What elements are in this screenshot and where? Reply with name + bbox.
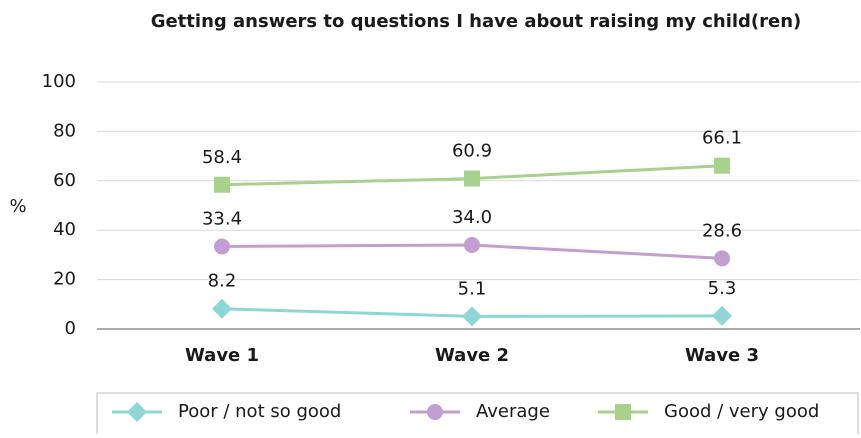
data-label: 5.3: [708, 278, 737, 299]
marker: [714, 250, 730, 267]
marker: [214, 176, 230, 193]
data-label: 5.1: [458, 278, 487, 299]
x-tick-label: Wave 1: [185, 345, 259, 366]
data-label: 8.2: [208, 271, 237, 292]
marker: [714, 157, 730, 174]
y-tick-label: 20: [53, 269, 76, 290]
marker: [427, 404, 443, 420]
y-tick-label: 60: [53, 170, 76, 191]
marker: [464, 237, 480, 254]
data-label: 58.4: [202, 147, 242, 168]
marker: [212, 298, 232, 319]
legend-box: [96, 392, 859, 438]
y-tick-label: 80: [53, 120, 76, 141]
marker: [464, 170, 480, 187]
data-label: 34.0: [452, 207, 492, 228]
legend-label: Good / very good: [664, 401, 819, 422]
data-label: 60.9: [452, 141, 492, 162]
marker: [127, 402, 147, 422]
y-tick-label: 100: [42, 71, 76, 92]
y-tick-label: 40: [53, 219, 76, 240]
legend-label: Poor / not so good: [178, 401, 341, 422]
y-tick-label: 0: [65, 318, 76, 339]
chart-title: Getting answers to questions I have abou…: [151, 11, 802, 32]
data-label: 33.4: [202, 209, 242, 230]
x-tick-label: Wave 2: [435, 345, 509, 366]
data-label: 66.1: [702, 128, 742, 149]
data-label: 28.6: [702, 220, 742, 241]
legend-label: Average: [476, 401, 550, 422]
x-tick-label: Wave 3: [685, 345, 759, 366]
marker: [712, 305, 732, 326]
y-axis-label: %: [9, 196, 26, 217]
marker: [615, 404, 631, 420]
marker: [462, 306, 482, 327]
marker: [214, 238, 230, 255]
